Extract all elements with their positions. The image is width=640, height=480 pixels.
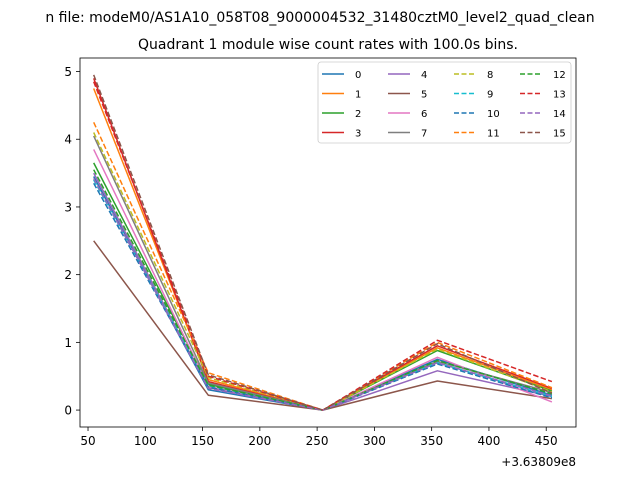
- legend-label-2: 2: [355, 109, 361, 120]
- y-tick-label: 5: [64, 65, 72, 79]
- legend-label-9: 9: [487, 90, 493, 101]
- x-tick-label: 400: [477, 434, 500, 448]
- series-line-12: [93, 169, 553, 411]
- y-tick-label: 0: [64, 404, 72, 418]
- x-tick-label: 100: [134, 434, 157, 448]
- legend-label-5: 5: [421, 90, 427, 101]
- y-tick-label: 2: [64, 268, 72, 282]
- x-tick-label: 250: [306, 434, 329, 448]
- chart-title: Quadrant 1 module wise count rates with …: [138, 37, 518, 53]
- y-tick-label: 3: [64, 200, 72, 214]
- legend-label-7: 7: [421, 129, 427, 140]
- legend-label-0: 0: [355, 70, 361, 81]
- x-axis: 50 100 150 200 250 300 350 400 450: [80, 427, 558, 448]
- x-tick-label: 450: [535, 434, 558, 448]
- legend-label-10: 10: [487, 109, 500, 120]
- x-tick-label: 150: [191, 434, 214, 448]
- legend-label-11: 11: [487, 129, 500, 140]
- legend-label-13: 13: [553, 90, 566, 101]
- x-tick-label: 350: [420, 434, 443, 448]
- series-line-15: [92, 74, 553, 411]
- legend-label-8: 8: [487, 70, 493, 81]
- legend-label-12: 12: [553, 70, 566, 81]
- legend-label-1: 1: [355, 90, 361, 101]
- legend-label-6: 6: [421, 109, 427, 120]
- legend-label-3: 3: [355, 129, 361, 140]
- x-tick-label: 200: [248, 434, 271, 448]
- x-offset-label: +3.63809e8: [501, 455, 576, 469]
- series-line-14: [93, 178, 553, 411]
- legend-label-14: 14: [553, 109, 566, 120]
- y-axis: 0 1 2 3 4 5: [64, 65, 80, 418]
- legend-label-15: 15: [553, 129, 566, 140]
- series-layer: [92, 74, 553, 411]
- legend-box: [317, 61, 572, 144]
- x-tick-label: 50: [80, 434, 95, 448]
- y-tick-label: 4: [64, 133, 72, 147]
- x-tick-label: 300: [363, 434, 386, 448]
- y-tick-label: 1: [64, 336, 72, 350]
- legend-label-4: 4: [421, 70, 427, 81]
- chart-suptitle: n file: modeM0/AS1A10_058T08_9000004532_…: [45, 10, 594, 26]
